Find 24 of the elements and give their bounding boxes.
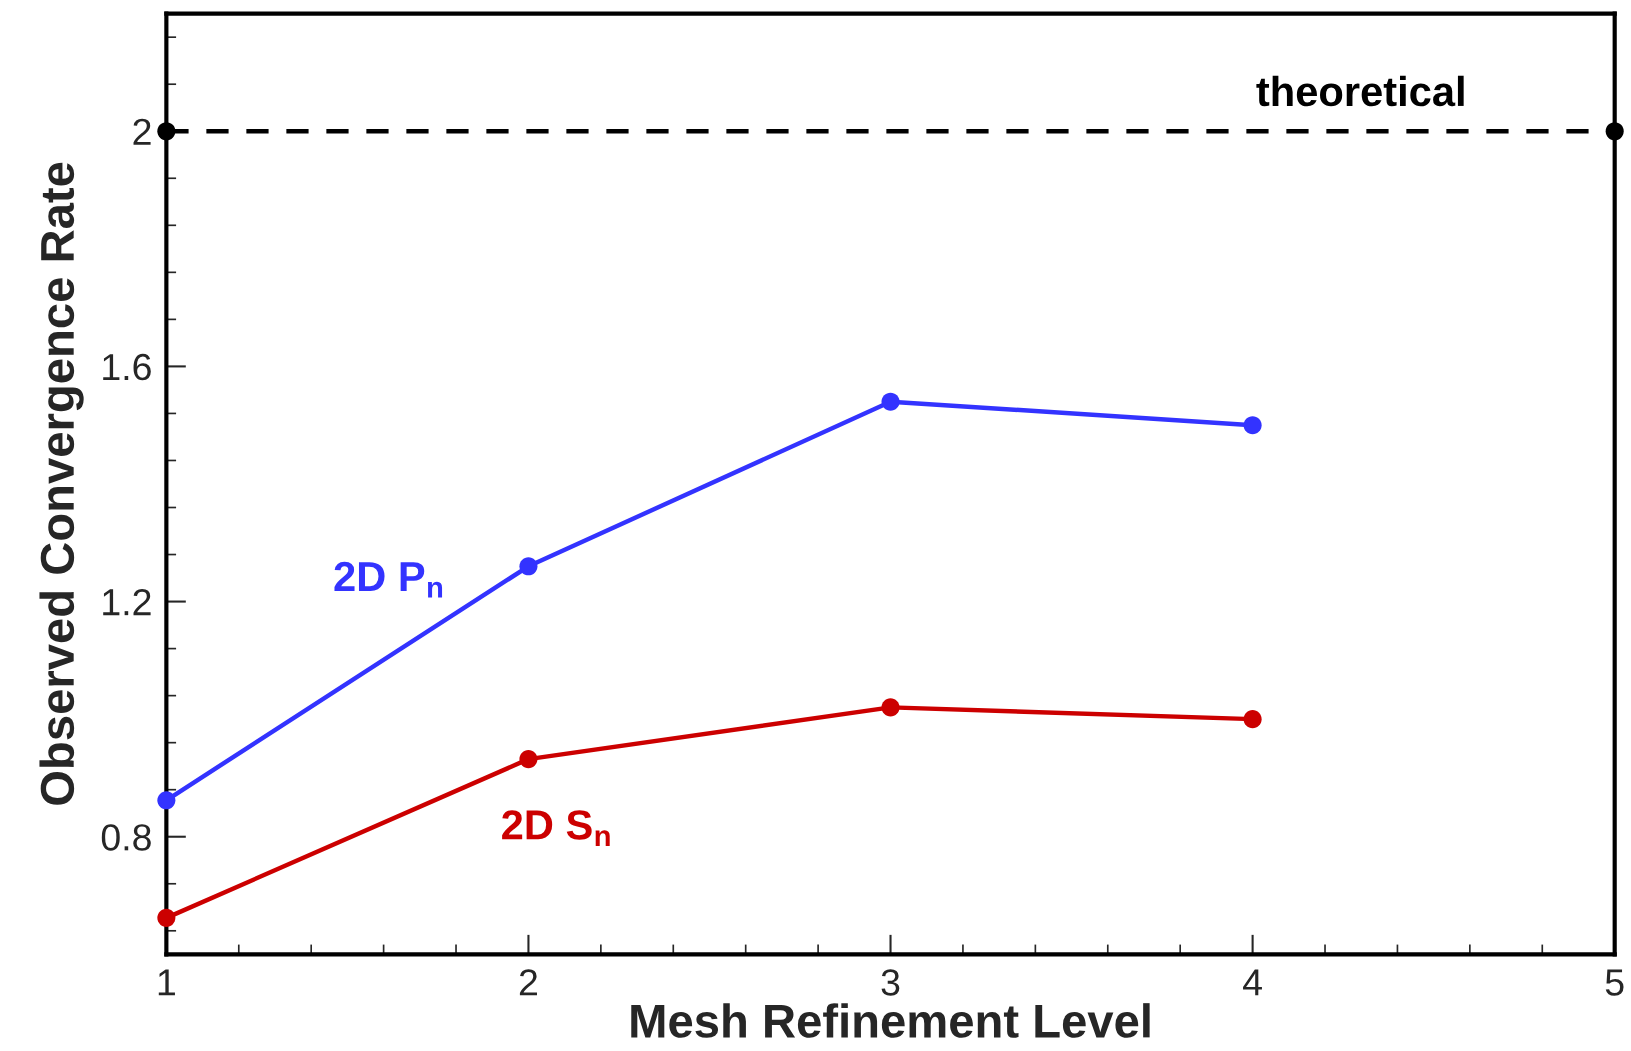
y-tick-label: 0.8 bbox=[101, 824, 151, 851]
series-label: 2D S$_{n}$ bbox=[502, 810, 610, 846]
point bbox=[1243, 710, 1262, 729]
point bbox=[157, 908, 176, 927]
annotation: theoretical bbox=[1256, 75, 1464, 107]
x-tick-label: 1 bbox=[158, 969, 175, 996]
y-axis-title: Observed Convergence Rate bbox=[39, 162, 84, 805]
point bbox=[881, 392, 900, 411]
point bbox=[881, 698, 900, 717]
x-tick-label: 2 bbox=[519, 969, 537, 996]
point bbox=[1243, 416, 1262, 435]
y-tick-label: 1.6 bbox=[103, 353, 151, 381]
point bbox=[1605, 122, 1624, 141]
x-tick-label: 3 bbox=[881, 969, 900, 996]
y-tick-label: 2 bbox=[133, 118, 151, 145]
point bbox=[519, 750, 538, 769]
point bbox=[519, 557, 538, 576]
x-axis-title: Mesh Refinement Level bbox=[631, 1003, 1150, 1038]
series-label: 2D P$_{n}$ bbox=[334, 561, 443, 598]
x-tick-label: 5 bbox=[1605, 969, 1624, 996]
point bbox=[157, 122, 176, 141]
y-tick-label: 1.2 bbox=[103, 588, 151, 616]
x-tick-label: 4 bbox=[1243, 969, 1262, 996]
point bbox=[157, 791, 176, 810]
